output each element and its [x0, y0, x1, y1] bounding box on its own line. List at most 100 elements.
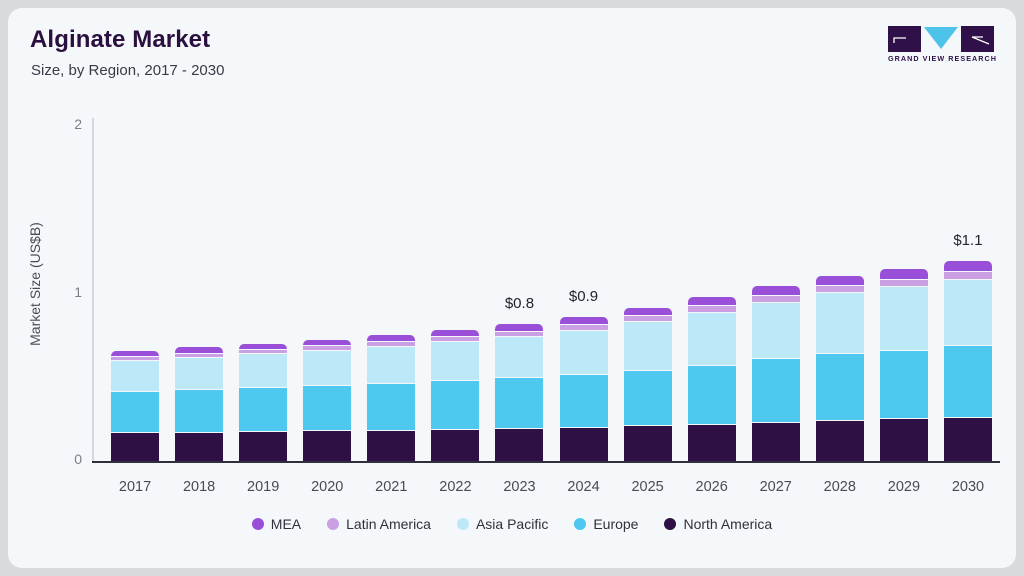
- bar-segment-asia-pacific[interactable]: [623, 321, 672, 370]
- bar-segment-mea[interactable]: [367, 335, 416, 342]
- bar-segment-north-america[interactable]: [815, 420, 864, 461]
- bar-segment-asia-pacific[interactable]: [751, 301, 800, 359]
- legend-item-europe[interactable]: Europe: [574, 516, 638, 532]
- legend-label: North America: [683, 516, 773, 532]
- stacked-bar[interactable]: [495, 323, 544, 461]
- bar-value-label: $0.8: [504, 294, 535, 312]
- bar-segment-mea[interactable]: [879, 268, 928, 279]
- bar-segment-latin-america[interactable]: [367, 341, 416, 346]
- bar-segment-mea[interactable]: [303, 339, 352, 346]
- y-axis-tick-label: 1: [74, 283, 82, 300]
- stacked-bar[interactable]: [303, 339, 352, 461]
- bar-segment-latin-america[interactable]: [879, 278, 928, 287]
- bar-segment-mea[interactable]: [815, 275, 864, 285]
- stacked-bar[interactable]: [175, 347, 224, 461]
- stacked-bar[interactable]: [111, 351, 160, 461]
- bar-segment-latin-america[interactable]: [495, 330, 544, 336]
- bar-segment-north-america[interactable]: [943, 416, 992, 461]
- bar-segment-europe[interactable]: [687, 364, 736, 424]
- bar-segment-asia-pacific[interactable]: [879, 286, 928, 350]
- bar-segment-north-america[interactable]: [559, 426, 608, 461]
- bar-segment-europe[interactable]: [303, 384, 352, 431]
- bar-segment-europe[interactable]: [175, 388, 224, 432]
- bar-segment-asia-pacific[interactable]: [559, 329, 608, 374]
- stacked-bar[interactable]: [367, 335, 416, 461]
- bar-segment-europe[interactable]: [111, 391, 160, 433]
- legend-item-asia-pacific[interactable]: Asia Pacific: [456, 516, 548, 532]
- bar-segment-europe[interactable]: [239, 386, 288, 431]
- bar-segment-europe[interactable]: [815, 353, 864, 421]
- bar-segment-europe[interactable]: [623, 369, 672, 426]
- bar-segment-europe[interactable]: [495, 377, 544, 428]
- bar-segment-europe[interactable]: [559, 373, 608, 427]
- bar-segment-europe[interactable]: [879, 349, 928, 419]
- stacked-bar[interactable]: [623, 307, 672, 461]
- legend-label: Latin America: [346, 516, 431, 532]
- bar-segment-europe[interactable]: [943, 345, 992, 417]
- bar-segment-asia-pacific[interactable]: [367, 345, 416, 383]
- bar-segment-north-america[interactable]: [239, 430, 288, 461]
- bar-segment-mea[interactable]: [111, 351, 160, 357]
- bar-segment-asia-pacific[interactable]: [175, 356, 224, 389]
- stacked-bar[interactable]: [239, 343, 288, 461]
- bar-segment-asia-pacific[interactable]: [303, 349, 352, 385]
- bar-segment-latin-america[interactable]: [111, 356, 160, 360]
- stacked-bar[interactable]: [559, 316, 608, 461]
- bar-segment-mea[interactable]: [943, 260, 992, 272]
- bar-segment-north-america[interactable]: [367, 429, 416, 461]
- bar-segment-mea[interactable]: [239, 343, 288, 350]
- x-axis-tick-label: 2021: [375, 479, 408, 495]
- bar-segment-asia-pacific[interactable]: [815, 292, 864, 354]
- bar-segment-europe[interactable]: [367, 382, 416, 430]
- bar-segment-mea[interactable]: [495, 323, 544, 331]
- bar-segment-north-america[interactable]: [495, 427, 544, 461]
- stacked-bar[interactable]: [943, 260, 992, 461]
- bar-segment-asia-pacific[interactable]: [111, 359, 160, 392]
- bar-segment-latin-america[interactable]: [559, 324, 608, 330]
- bar-segment-mea[interactable]: [751, 285, 800, 295]
- stacked-bar[interactable]: [687, 297, 736, 461]
- stacked-bar[interactable]: [431, 329, 480, 461]
- y-axis-line: [92, 118, 94, 461]
- bar-segment-latin-america[interactable]: [943, 271, 992, 279]
- bar-segment-mea[interactable]: [687, 297, 736, 306]
- bar-segment-asia-pacific[interactable]: [239, 353, 288, 387]
- bar-segment-mea[interactable]: [559, 316, 608, 325]
- bar-segment-north-america[interactable]: [431, 428, 480, 461]
- bar-segment-mea[interactable]: [431, 329, 480, 337]
- bar-segment-asia-pacific[interactable]: [943, 278, 992, 346]
- chart-card: Alginate Market Size, by Region, 2017 - …: [8, 8, 1016, 568]
- bar-segment-asia-pacific[interactable]: [431, 340, 480, 380]
- stacked-bar[interactable]: [815, 275, 864, 461]
- stacked-bar[interactable]: [751, 285, 800, 461]
- bar-segment-north-america[interactable]: [111, 432, 160, 461]
- grand-view-research-logo: GRAND VIEW RESEARCH: [888, 26, 996, 68]
- legend-item-north-america[interactable]: North America: [664, 516, 772, 532]
- bar-segment-latin-america[interactable]: [751, 294, 800, 302]
- x-axis-tick-label: 2022: [439, 479, 472, 495]
- bar-segment-latin-america[interactable]: [175, 352, 224, 357]
- bar-segment-mea[interactable]: [175, 347, 224, 353]
- bar-segment-north-america[interactable]: [175, 431, 224, 461]
- bar-segment-north-america[interactable]: [687, 423, 736, 461]
- legend-item-latin-america[interactable]: Latin America: [327, 516, 431, 532]
- bar-segment-latin-america[interactable]: [239, 349, 288, 354]
- bar-segment-latin-america[interactable]: [815, 284, 864, 293]
- y-axis-title: Market Size (US$B): [27, 222, 43, 346]
- bar-segment-asia-pacific[interactable]: [687, 311, 736, 365]
- bar-segment-asia-pacific[interactable]: [495, 335, 544, 378]
- chart-legend: MEA Latin America Asia Pacific Europe North …: [8, 516, 1016, 532]
- stacked-bar[interactable]: [879, 268, 928, 461]
- bar-segment-north-america[interactable]: [879, 418, 928, 461]
- bar-segment-europe[interactable]: [751, 358, 800, 422]
- bar-segment-europe[interactable]: [431, 379, 480, 429]
- bar-segment-north-america[interactable]: [303, 430, 352, 461]
- bar-segment-north-america[interactable]: [751, 421, 800, 461]
- bar-segment-latin-america[interactable]: [431, 336, 480, 341]
- bar-segment-north-america[interactable]: [623, 425, 672, 461]
- bar-segment-latin-america[interactable]: [623, 315, 672, 322]
- bar-segment-latin-america[interactable]: [687, 305, 736, 312]
- bar-segment-latin-america[interactable]: [303, 345, 352, 350]
- legend-item-mea[interactable]: MEA: [251, 516, 301, 532]
- bar-segment-mea[interactable]: [623, 307, 672, 316]
